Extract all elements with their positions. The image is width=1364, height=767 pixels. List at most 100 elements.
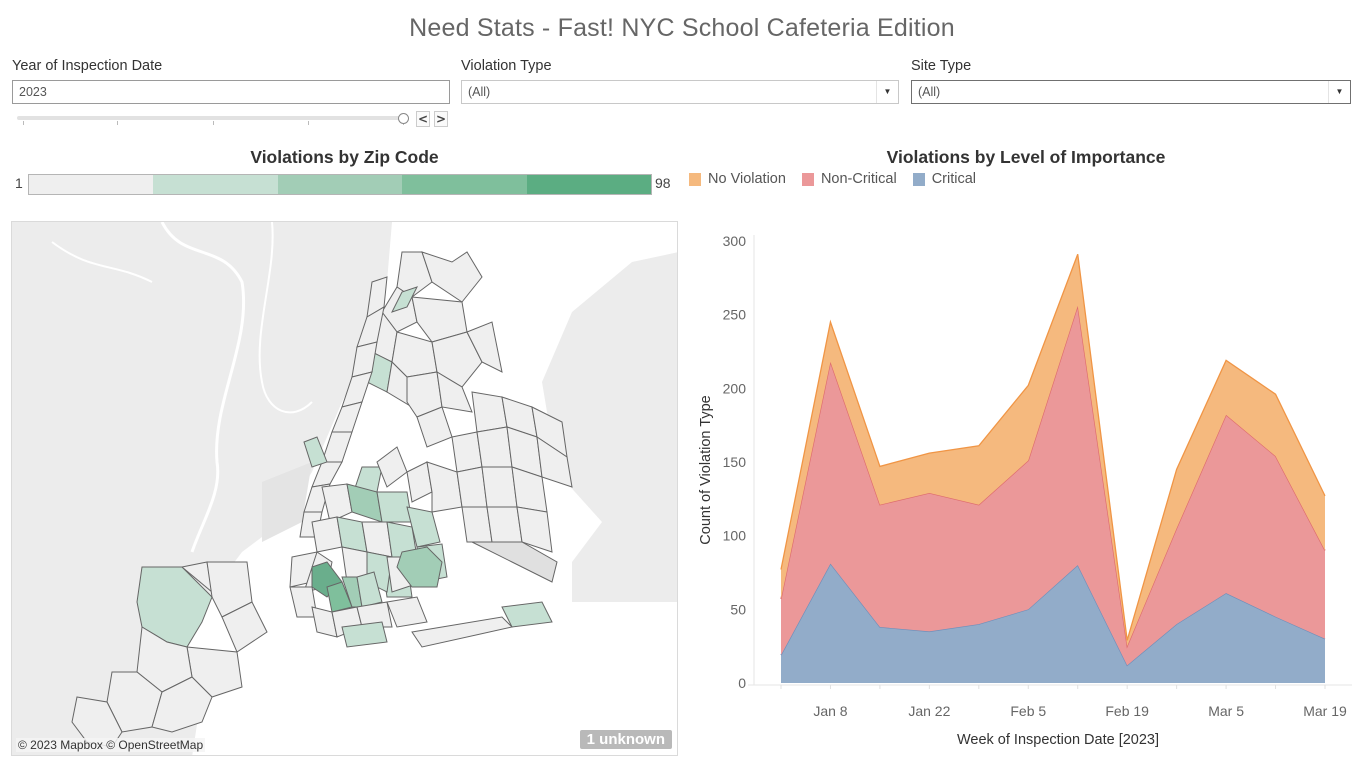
chart-grid: [748, 235, 1352, 686]
zip-area: [421, 251, 483, 303]
previous-year-button[interactable]: <: [416, 111, 430, 127]
zip-area: [436, 371, 473, 413]
color-legend-max: 98: [655, 175, 671, 191]
slider-tick: [117, 121, 118, 125]
zip-area: [426, 461, 463, 513]
chart-areas: [780, 254, 1326, 683]
year-slider-track[interactable]: [17, 116, 403, 120]
map-canvas[interactable]: [12, 222, 678, 756]
slider-tick: [213, 121, 214, 125]
site-type-label: Site Type: [911, 58, 972, 74]
violation-type-value: (All): [468, 85, 491, 99]
y-tick-label: 50: [730, 601, 746, 617]
zip-area: [396, 546, 443, 588]
legend-swatch: [801, 172, 814, 186]
stacked-area-chart[interactable]: 0 50 100 150 200 250 300 Jan 8 Jan 22 Feb 5 Feb 1…: [688, 222, 1358, 757]
zip-area: [411, 616, 513, 648]
violation-type-filter: Violation Type (All) ▼: [461, 56, 899, 104]
staten-island-zips: [71, 561, 268, 748]
y-tick-label: 0: [738, 675, 746, 691]
slider-tick: [23, 121, 24, 125]
next-year-button[interactable]: >: [434, 111, 448, 127]
area-non-critical[interactable]: [781, 305, 1325, 666]
zip-area: [516, 506, 553, 553]
zip-area: [303, 436, 328, 468]
violation-type-dropdown[interactable]: (All) ▼: [461, 80, 899, 104]
line-no-violation: [780, 254, 1326, 641]
x-tick-label: Jan 22: [908, 703, 950, 719]
zip-code-map[interactable]: © 2023 Mapbox © OpenStreetMap 1 unknown: [11, 221, 678, 756]
zip-area: [356, 571, 383, 608]
zip-area: [406, 506, 441, 548]
legend-item-no-violation[interactable]: No Violation: [689, 171, 786, 187]
zip-area: [536, 435, 573, 488]
x-tick-label: Jan 8: [813, 703, 847, 719]
zip-area: [486, 506, 523, 543]
river: [51, 241, 153, 283]
zip-area: [431, 331, 483, 388]
x-axis-title: Week of Inspection Date [2023]: [957, 732, 1159, 748]
color-step: [277, 175, 403, 194]
zip-area: [391, 286, 418, 313]
area-critical[interactable]: [781, 563, 1325, 683]
zip-area: [476, 426, 513, 468]
legend-item-critical[interactable]: Critical: [912, 171, 976, 187]
area-no-violation[interactable]: [781, 254, 1325, 647]
map-attribution[interactable]: © 2023 Mapbox © OpenStreetMap: [16, 738, 206, 752]
x-tick-label: Feb 5: [1010, 703, 1046, 719]
chevron-down-icon[interactable]: ▼: [876, 81, 898, 103]
year-filter: Year of Inspection Date 2023: [12, 56, 450, 104]
chart-legend: No Violation Non-Critical Critical: [689, 171, 976, 187]
map-title: Violations by Zip Code: [250, 147, 439, 167]
legend-label: Non-Critical: [820, 171, 897, 187]
brooklyn-zips: [289, 483, 553, 648]
year-slider-handle[interactable]: [398, 113, 409, 124]
unknown-locations-badge[interactable]: 1 unknown: [579, 730, 672, 749]
zip-area: [221, 601, 268, 653]
year-filter-input[interactable]: 2023: [12, 80, 450, 104]
y-tick-label: 100: [723, 528, 747, 544]
chart-title: Violations by Level of Importance: [886, 147, 1166, 167]
chevron-down-icon[interactable]: ▼: [1328, 81, 1350, 103]
y-tick-label: 250: [723, 307, 747, 323]
x-tick-label: Feb 19: [1105, 703, 1149, 719]
color-step: [526, 175, 652, 194]
year-filter-label: Year of Inspection Date: [12, 58, 163, 74]
color-step: [29, 175, 154, 194]
land-long-island: [542, 252, 677, 602]
color-legend-min: 1: [15, 175, 23, 191]
legend-label: No Violation: [708, 171, 786, 187]
color-legend-ramp: [28, 174, 652, 195]
color-step: [153, 175, 278, 194]
legend-item-non-critical[interactable]: Non-Critical: [801, 171, 897, 187]
legend-swatch: [689, 172, 701, 186]
y-tick-label: 150: [723, 454, 747, 470]
zip-area: [151, 676, 213, 733]
legend-swatch: [912, 172, 925, 186]
x-tick-label: Mar 19: [1303, 703, 1347, 719]
manhattan-zips: [299, 276, 388, 538]
zip-area: [341, 621, 388, 648]
dashboard-title: Need Stats - Fast! NYC School Cafeteria …: [409, 14, 955, 42]
zip-area: [466, 321, 503, 373]
y-axis-ticks: 0 50 100 150 200 250 300: [723, 233, 747, 691]
river: [160, 222, 246, 553]
zip-area: [481, 466, 518, 508]
x-tick-label: Mar 5: [1208, 703, 1244, 719]
violation-type-label: Violation Type: [461, 58, 552, 74]
river: [258, 222, 313, 414]
land-jersey-shore: [262, 462, 312, 542]
site-type-value: (All): [918, 85, 941, 99]
x-axis-ticks: Jan 8 Jan 22 Feb 5 Feb 19 Mar 5 Mar 19: [780, 685, 1347, 719]
zip-area: [356, 601, 393, 628]
site-type-filter: Site Type (All) ▼: [911, 56, 1351, 104]
site-type-dropdown[interactable]: (All) ▼: [911, 80, 1351, 104]
y-tick-label: 300: [723, 233, 747, 249]
y-tick-label: 200: [723, 380, 747, 396]
zip-area: [471, 541, 558, 583]
queens-zips: [351, 371, 573, 583]
zip-area: [501, 601, 553, 628]
zip-area: [396, 251, 433, 298]
y-axis-title: Count of Violation Type: [698, 395, 714, 544]
color-step: [402, 175, 527, 194]
